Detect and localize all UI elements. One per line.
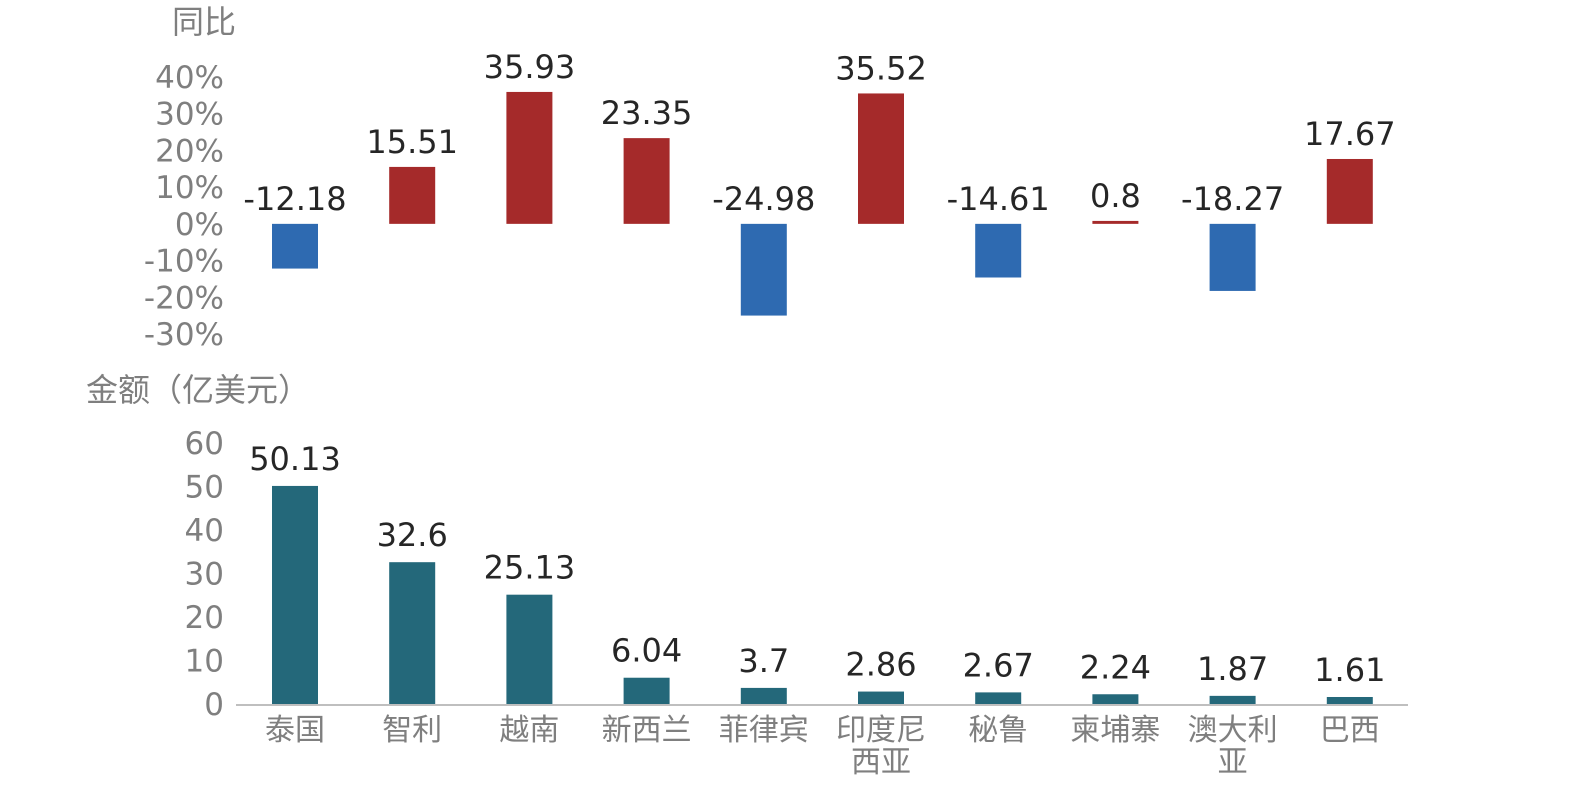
amount-tick-label: 20 bbox=[185, 600, 224, 636]
yoy-data-label: -14.61 bbox=[947, 180, 1050, 218]
amount-tick-label: 0 bbox=[204, 687, 224, 723]
amount-data-label: 2.24 bbox=[1080, 648, 1151, 686]
amount-y-ticks: 60 50 40 30 20 10 0 bbox=[185, 426, 224, 723]
amount-tick-label: 60 bbox=[185, 426, 224, 462]
amount-bar bbox=[975, 692, 1022, 704]
yoy-bar bbox=[1326, 158, 1373, 224]
yoy-bar bbox=[1092, 220, 1139, 224]
category-label: 柬埔寨 bbox=[1070, 713, 1160, 748]
category-label: 亚 bbox=[1218, 745, 1248, 780]
category-label: 印度尼 bbox=[836, 713, 926, 748]
category-label: 西亚 bbox=[851, 745, 911, 780]
yoy-chart: 同比 40%30%20%10%0%-10%-20%-30% -12.18 15.5… bbox=[144, 3, 1396, 353]
yoy-bar bbox=[272, 223, 318, 269]
yoy-tick-label: -30% bbox=[144, 317, 224, 353]
yoy-data-labels: -12.18 15.51 35.93 23.35 -24.98 35.52 -14.61 0.… bbox=[243, 48, 1395, 218]
yoy-tick-label: 10% bbox=[155, 170, 224, 206]
amount-bar bbox=[858, 691, 904, 704]
amount-tick-label: 10 bbox=[185, 644, 224, 680]
amount-data-label: 2.67 bbox=[963, 646, 1034, 684]
yoy-tick-label: 40% bbox=[155, 60, 224, 96]
amount-tick-label: 40 bbox=[185, 513, 224, 549]
yoy-data-label: -18.27 bbox=[1181, 180, 1284, 218]
yoy-bar bbox=[1209, 223, 1256, 291]
yoy-tick-label: 20% bbox=[155, 133, 224, 169]
amount-data-labels: 50.13 32.6 25.13 6.04 3.7 2.86 2.67 2.24 1.87 1.6… bbox=[249, 440, 1385, 689]
amount-bars bbox=[272, 485, 1373, 704]
yoy-tick-label: -10% bbox=[144, 244, 224, 280]
yoy-data-label: 17.67 bbox=[1304, 115, 1396, 153]
category-label: 新西兰 bbox=[602, 713, 692, 748]
yoy-bar bbox=[623, 138, 670, 224]
yoy-bar bbox=[858, 93, 904, 224]
amount-tick-label: 30 bbox=[185, 557, 224, 593]
amount-tick-label: 50 bbox=[185, 470, 224, 506]
yoy-data-label: 35.93 bbox=[484, 48, 576, 86]
amount-bar bbox=[272, 485, 318, 704]
amount-data-label: 32.6 bbox=[377, 516, 448, 554]
yoy-bar bbox=[389, 166, 436, 224]
amount-data-label: 3.7 bbox=[738, 642, 789, 680]
category-label: 菲律宾 bbox=[719, 713, 809, 748]
yoy-bar bbox=[740, 223, 787, 316]
amount-axis-label: 金额（亿美元） bbox=[86, 371, 310, 409]
yoy-axis-label: 同比 bbox=[172, 3, 236, 41]
amount-data-label: 1.61 bbox=[1314, 651, 1385, 689]
amount-bar bbox=[1326, 696, 1373, 704]
category-label: 泰国 bbox=[265, 713, 325, 748]
yoy-data-label: -24.98 bbox=[712, 180, 815, 218]
amount-bar bbox=[1092, 694, 1139, 704]
yoy-bar bbox=[506, 91, 553, 224]
yoy-bar bbox=[975, 223, 1022, 278]
amount-chart: 金额（亿美元） 60 50 40 30 20 10 0 50.13 32.6 25.13 6.04… bbox=[86, 371, 1408, 780]
yoy-y-ticks: 40%30%20%10%0%-10%-20%-30% bbox=[144, 60, 224, 353]
amount-data-label: 25.13 bbox=[484, 549, 576, 587]
yoy-data-label: 0.8 bbox=[1090, 177, 1141, 215]
amount-data-label: 1.87 bbox=[1197, 650, 1268, 688]
yoy-data-label: 23.35 bbox=[601, 94, 693, 132]
yoy-tick-label: 0% bbox=[175, 207, 224, 243]
category-label: 秘鲁 bbox=[968, 713, 1028, 748]
amount-bar bbox=[740, 687, 787, 704]
yoy-tick-label: 30% bbox=[155, 97, 224, 133]
amount-bar bbox=[623, 677, 670, 704]
yoy-data-label: -12.18 bbox=[243, 180, 346, 218]
yoy-bars bbox=[272, 91, 1373, 316]
category-label: 智利 bbox=[382, 713, 442, 748]
yoy-data-label: 35.52 bbox=[835, 49, 927, 87]
category-label: 越南 bbox=[499, 713, 559, 748]
amount-data-label: 6.04 bbox=[611, 632, 682, 670]
category-label: 澳大利 bbox=[1188, 713, 1278, 748]
amount-bar bbox=[1209, 695, 1256, 704]
amount-bar bbox=[506, 594, 553, 704]
yoy-data-label: 15.51 bbox=[366, 123, 458, 161]
amount-data-label: 50.13 bbox=[249, 440, 341, 478]
amount-bar bbox=[389, 562, 436, 704]
category-label: 巴西 bbox=[1320, 713, 1380, 748]
yoy-tick-label: -20% bbox=[144, 280, 224, 316]
amount-data-label: 2.86 bbox=[845, 646, 916, 684]
